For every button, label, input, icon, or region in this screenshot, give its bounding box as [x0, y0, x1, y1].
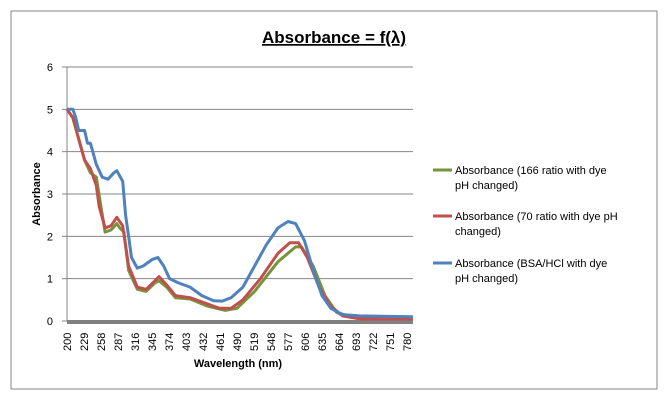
x-tick-label: 577	[283, 333, 295, 351]
x-tick-label: 200	[62, 333, 74, 351]
x-tick-label: 548	[266, 333, 278, 351]
x-tick-label: 316	[130, 333, 142, 351]
x-tick-label: 258	[96, 333, 108, 351]
chart-title: Absorbance = f(λ)	[262, 28, 406, 47]
legend-label: Absorbance (166 ratio with dye	[455, 165, 607, 177]
x-tick-label: 490	[232, 333, 244, 351]
legend-label: Absorbance (70 ratio with dye pH	[455, 211, 618, 223]
y-tick-label: 5	[47, 104, 53, 116]
x-axis-floor	[67, 320, 413, 324]
x-tick-label: 374	[164, 333, 176, 351]
x-tick-label: 722	[368, 333, 380, 351]
y-tick-label: 1	[47, 274, 53, 286]
y-tick-label: 0	[47, 316, 53, 328]
x-tick-label: 519	[249, 333, 261, 351]
y-tick-label: 2	[47, 231, 53, 243]
x-tick-label: 606	[300, 333, 312, 351]
x-tick-label: 751	[385, 333, 397, 351]
legend-label: pH changed)	[455, 180, 518, 192]
y-axis-label: Absorbance	[31, 162, 43, 226]
legend-label: Absorbance (BSA/HCl with dye	[455, 258, 607, 270]
x-tick-label: 432	[198, 333, 210, 351]
x-tick-label: 664	[334, 333, 346, 351]
x-tick-label: 287	[113, 333, 125, 351]
legend-label: changed)	[455, 226, 501, 238]
y-tick-label: 3	[47, 189, 53, 201]
x-tick-label: 635	[317, 333, 329, 351]
x-tick-label: 345	[147, 333, 159, 351]
chart-border	[10, 10, 658, 390]
x-tick-label: 229	[79, 333, 91, 351]
y-tick-label: 6	[47, 62, 53, 74]
x-tick-label: 780	[402, 333, 414, 351]
x-tick-label: 461	[215, 333, 227, 351]
legend-label: pH changed)	[455, 273, 518, 285]
series-line-2	[65, 108, 413, 321]
x-axis-label: Wavelength (nm)	[194, 358, 283, 370]
x-tick-label: 693	[351, 333, 363, 351]
series-line-3	[67, 107, 413, 319]
x-tick-label: 403	[181, 333, 193, 351]
y-tick-label: 4	[47, 147, 53, 159]
